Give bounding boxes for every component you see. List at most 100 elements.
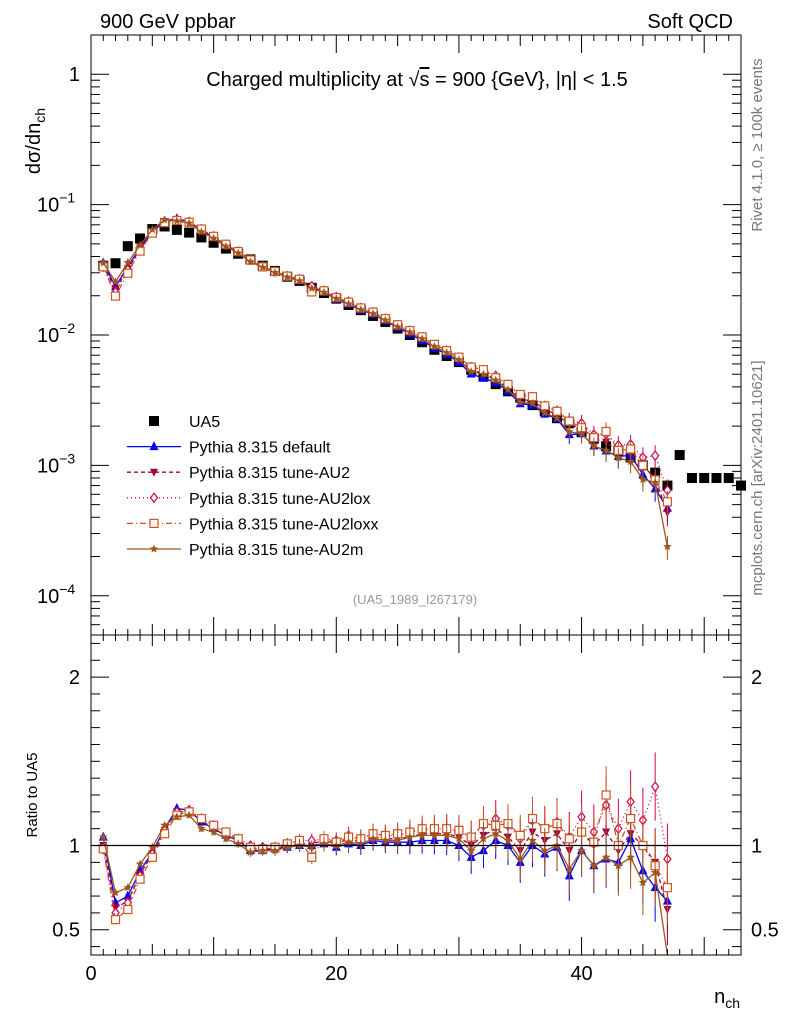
mc-point — [540, 408, 550, 417]
mc-point — [135, 240, 145, 249]
mc-point — [123, 257, 133, 267]
y-tick-label: 10−1 — [37, 190, 75, 217]
legend-marker — [149, 492, 159, 504]
legend-marker — [150, 468, 158, 477]
ratio-point — [662, 883, 673, 893]
chart-title: Charged multiplicity at √s = 900 {GeV}, … — [206, 69, 628, 91]
main-panel: 1 10−1 10−2 10−3 10−4 Charged multiplicity a… — [37, 34, 746, 636]
side-label-top: Rivet 4.1.0, ≥ 100k events — [749, 58, 766, 231]
mc-point — [282, 272, 292, 281]
ratio-point — [650, 867, 660, 877]
ratio-point — [577, 846, 586, 855]
ratio-point — [197, 824, 206, 833]
mc-point — [393, 322, 402, 331]
legend: UA5 Pythia 8.315 default Pythia 8.315 tune… — [127, 414, 378, 559]
mc-point — [515, 389, 525, 400]
ratio-point — [466, 846, 476, 855]
ratio-point — [638, 878, 648, 887]
mc-point — [356, 305, 366, 314]
header-left: 900 GeV ppbar — [100, 11, 236, 33]
mc-point — [650, 450, 660, 462]
ratio-point — [626, 813, 636, 824]
data-point-ua5 — [196, 232, 207, 243]
ratio-point — [196, 813, 206, 824]
legend-marker — [149, 518, 159, 529]
mc-point — [417, 334, 427, 343]
mc-point — [98, 258, 108, 267]
legend-entry: Pythia 8.315 tune-AU2loxx — [127, 516, 378, 533]
legend-entry: Pythia 8.315 tune-AU2 — [127, 465, 350, 482]
mc-point — [564, 416, 574, 426]
mc-point — [479, 369, 488, 378]
ratio-point — [307, 842, 317, 851]
mc-point — [552, 413, 562, 422]
mc-point — [565, 427, 574, 436]
ratio-point — [123, 890, 133, 900]
ratio-point — [417, 830, 427, 840]
ratio-point — [307, 852, 317, 862]
series-main-3 — [98, 215, 673, 516]
legend-label: Pythia 8.315 tune-AU2lox — [189, 491, 370, 508]
legend-label: Pythia 8.315 default — [189, 440, 331, 457]
series-line — [102, 219, 668, 503]
mc-point — [184, 218, 194, 227]
ratio-line — [102, 807, 668, 904]
mc-point — [381, 315, 390, 324]
data-point-ua5 — [184, 227, 195, 238]
mc-point — [258, 262, 267, 272]
ratio-line — [102, 784, 669, 915]
data-point-ua5 — [711, 473, 722, 484]
mc-point — [307, 283, 317, 293]
x-tick-label: 0 — [85, 963, 96, 985]
x-tick-label: 40 — [570, 963, 592, 985]
ratio-point — [589, 861, 599, 870]
y-tick-label: 10−4 — [37, 581, 75, 608]
x-axis-title: nch — [714, 986, 740, 1011]
series-line — [102, 218, 669, 513]
ratio-point — [442, 830, 451, 840]
mc-point — [209, 233, 218, 243]
y-tick-label: 1 — [69, 64, 80, 86]
ratio-point — [172, 812, 182, 821]
ratio-point — [160, 820, 169, 829]
data-point-ua5 — [110, 258, 121, 269]
ratio-point — [515, 830, 525, 841]
ratio-axis-title: Ratio to UA5 — [24, 752, 41, 837]
ratio-point — [344, 837, 353, 846]
ratio-point — [601, 790, 611, 800]
legend-entry: UA5 — [149, 414, 220, 431]
ratio-point — [515, 854, 525, 863]
mc-point — [111, 277, 120, 286]
mc-point — [270, 268, 280, 277]
ratio-point — [564, 834, 574, 844]
y-tick-label: 10−2 — [37, 320, 75, 347]
mc-point — [601, 445, 611, 455]
legend-marker — [149, 441, 159, 451]
series-main-0 — [98, 213, 672, 522]
data-point-ua5 — [699, 473, 710, 484]
mc-point — [662, 497, 673, 507]
ratio-point — [393, 835, 402, 845]
ratio-point — [135, 859, 145, 868]
mc-point — [246, 257, 255, 266]
mc-point — [295, 276, 304, 285]
ratio-point — [454, 834, 464, 843]
ratio-tick-label-right: 0.5 — [751, 920, 779, 942]
legend-marker — [149, 544, 159, 553]
mc-point — [650, 477, 660, 487]
mc-point — [454, 355, 464, 364]
series-main-1 — [99, 216, 672, 527]
legend-entry: Pythia 8.315 default — [127, 440, 331, 457]
ratio-point — [565, 864, 574, 873]
data-point-ua5 — [723, 473, 734, 484]
ratio-point — [503, 835, 513, 845]
mc-point — [638, 474, 648, 484]
ratio-point — [209, 827, 218, 836]
mc-point — [123, 268, 133, 278]
ratio-point — [270, 846, 280, 855]
series-line — [102, 217, 668, 509]
mc-point — [368, 309, 378, 318]
ratio-tick-label-right: 2 — [751, 667, 762, 689]
mc-point — [491, 375, 500, 384]
